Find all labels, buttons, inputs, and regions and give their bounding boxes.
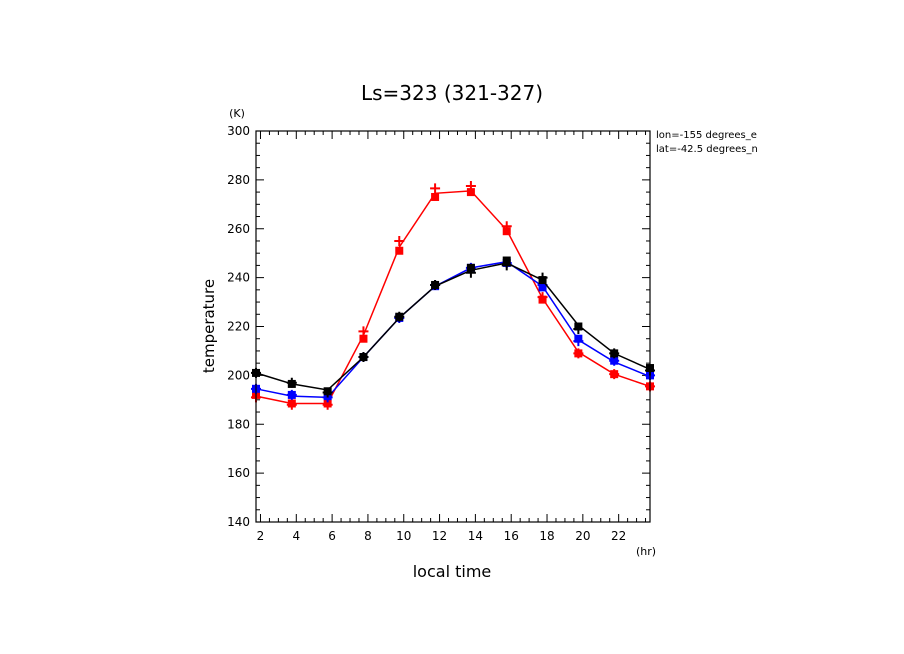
square-marker	[502, 227, 511, 236]
square-marker	[502, 256, 511, 265]
plus-marker	[430, 183, 441, 194]
square-marker	[538, 283, 547, 292]
square-marker	[574, 349, 583, 358]
y-tick-label: 160	[227, 466, 250, 480]
x-unit-label: (hr)	[636, 545, 656, 558]
plus-marker	[394, 235, 405, 246]
x-tick-label: 2	[257, 529, 265, 543]
square-marker	[466, 188, 475, 197]
x-tick-label: 14	[468, 529, 483, 543]
square-marker	[538, 276, 547, 285]
x-tick-label: 10	[396, 529, 411, 543]
series-line-1	[255, 260, 651, 399]
square-marker	[431, 192, 440, 201]
y-axis-label: temperature	[200, 279, 218, 373]
square-marker	[574, 322, 583, 331]
x-tick-label: 22	[611, 529, 626, 543]
x-tick-label: 8	[364, 529, 372, 543]
x-tick-label: 16	[504, 529, 519, 543]
square-marker	[574, 334, 583, 343]
y-tick-label: 300	[227, 124, 250, 138]
square-marker	[395, 246, 404, 255]
square-marker	[610, 349, 619, 358]
x-tick-label: 6	[328, 529, 336, 543]
x-ticks: 2 4 6 8 10 12 14 16 18 20 22	[257, 131, 647, 543]
plot-frame	[255, 130, 651, 523]
square-marker	[538, 295, 547, 304]
square-marker	[359, 334, 368, 343]
square-marker	[610, 370, 619, 379]
y-unit-label: (K)	[229, 107, 245, 120]
y-tick-label: 200	[227, 368, 250, 382]
plot-series	[251, 180, 655, 410]
square-marker	[287, 379, 296, 388]
y-tick-label: 140	[227, 515, 250, 529]
x-tick-label: 18	[539, 529, 554, 543]
square-marker	[466, 263, 475, 272]
x-tick-label: 12	[432, 529, 447, 543]
square-marker	[610, 356, 619, 365]
square-marker	[323, 387, 332, 396]
x-axis-label: local time	[413, 562, 492, 581]
y-tick-label: 220	[227, 320, 250, 334]
y-tick-label: 260	[227, 222, 250, 236]
x-tick-label: 4	[292, 529, 300, 543]
x-tick-label: 20	[575, 529, 590, 543]
y-tick-label: 280	[227, 173, 250, 187]
square-marker	[323, 399, 332, 408]
y-tick-label: 240	[227, 271, 250, 285]
y-ticks: 140 160 180 200 220 240 260 280 300	[227, 124, 650, 529]
annotation-lon: lon=-155 degrees_e	[656, 130, 757, 141]
y-tick-label: 180	[227, 417, 250, 431]
series-line-2	[255, 262, 651, 391]
square-marker	[287, 390, 296, 399]
series-line-0	[255, 190, 651, 405]
square-marker	[287, 399, 296, 408]
chart-title: Ls=323 (321-327)	[361, 81, 543, 105]
square-marker	[395, 312, 404, 321]
square-marker	[359, 353, 368, 362]
annotation-lat: lat=-42.5 degrees_n	[656, 144, 758, 155]
square-marker	[431, 280, 440, 289]
